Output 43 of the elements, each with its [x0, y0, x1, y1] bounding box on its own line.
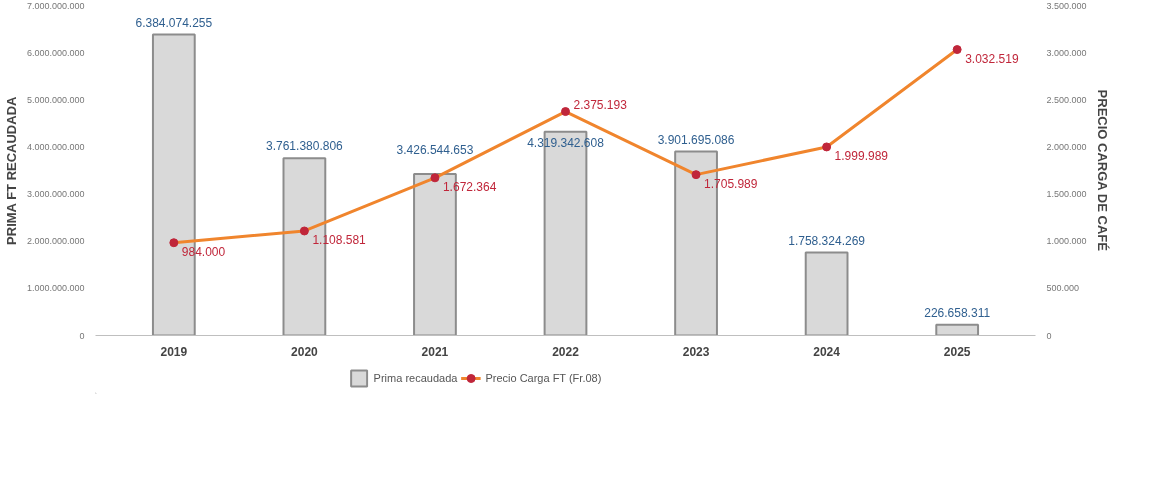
- data-label: 1.108.581: [312, 232, 367, 247]
- data-label: 984.000: [181, 244, 226, 259]
- data-label: 4.319.342.608: [527, 135, 605, 150]
- y2-tick-label: 2.500.000: [1046, 94, 1087, 105]
- y2-tick-label: 2.000.000: [1046, 141, 1087, 152]
- x-tick-label: 2020: [291, 344, 319, 359]
- x-tick-label: 2025: [943, 344, 971, 359]
- data-label: 3.901.695.086: [657, 132, 735, 147]
- bar: [935, 323, 980, 336]
- y-tick-label: 2.000.000.000: [26, 236, 85, 247]
- x-tick-label: 2022: [552, 344, 580, 359]
- y2-tick-label: 3.500.000: [1046, 0, 1087, 11]
- y-tick-label: 4.000.000.000: [26, 141, 85, 152]
- bar: [804, 251, 849, 336]
- y2-axis-title: PRECIO CARGA DE CAFÉ: [1094, 89, 1110, 252]
- y-axis-title: PRIMA FT RECAUDADA: [3, 95, 19, 245]
- y-tick-label: 7.000.000.000: [26, 0, 85, 11]
- data-label: 3.032.519: [965, 51, 1019, 66]
- x-tick-label: 2024: [813, 344, 841, 359]
- x-tick-label: 2019: [160, 344, 188, 359]
- data-label: 3.426.544.653: [396, 142, 474, 157]
- legend-label: Prima recaudada: [373, 372, 458, 384]
- data-label: 1.672.364: [442, 179, 497, 194]
- data-label: 1.999.989: [834, 148, 889, 163]
- data-label: 6.384.074.255: [135, 15, 213, 30]
- x-tick-label: 2021: [421, 344, 449, 359]
- data-label: 2.375.193: [573, 97, 628, 112]
- x-tick-label: 2023: [682, 344, 710, 359]
- y2-tick-label: 0: [1046, 330, 1052, 341]
- data-label: 226.658.311: [924, 305, 991, 320]
- y-tick-label: 6.000.000.000: [26, 47, 85, 58]
- y2-tick-label: 1.500.000: [1046, 189, 1087, 200]
- y2-tick-label: 1.000.000: [1046, 236, 1087, 247]
- y-tick-label: 0: [79, 330, 85, 341]
- legend-label: Precio Carga FT (Fr.08): [485, 372, 602, 384]
- y-tick-label: 1.000.000.000: [26, 283, 85, 294]
- y2-tick-label: 500.000: [1046, 283, 1080, 294]
- data-label: 1.758.324.269: [788, 233, 866, 248]
- y-tick-label: 3.000.000.000: [26, 189, 85, 200]
- y2-tick-label: 3.000.000: [1046, 47, 1087, 58]
- data-label: 1.705.989: [704, 176, 758, 191]
- y-tick-label: 5.000.000.000: [26, 94, 85, 105]
- data-label: 3.761.380.806: [266, 139, 344, 154]
